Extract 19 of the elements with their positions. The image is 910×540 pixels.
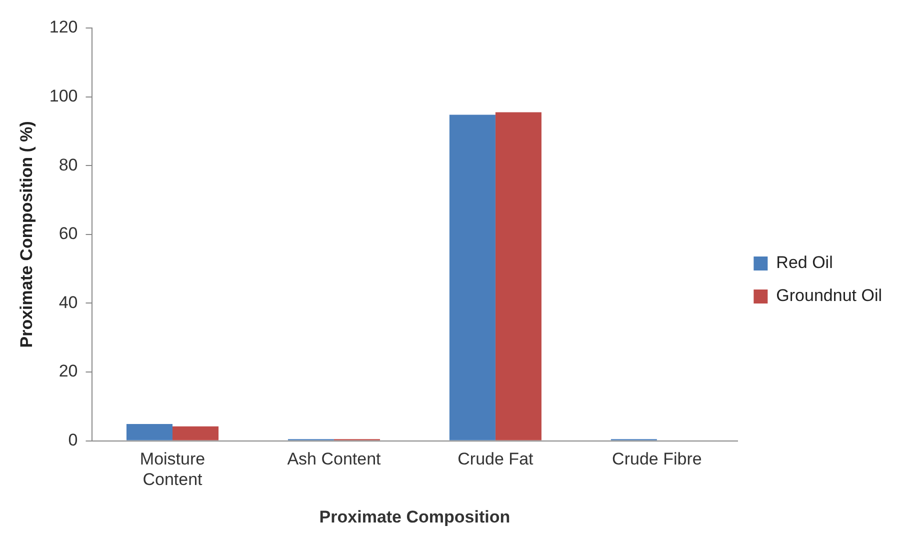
- legend-label: Red Oil: [776, 253, 833, 272]
- y-tick-label: 80: [58, 155, 78, 174]
- x-tick-label: Crude Fibre: [612, 450, 702, 469]
- bar: [126, 424, 172, 440]
- bar: [172, 426, 219, 440]
- bar: [495, 112, 542, 440]
- x-tick-label: Ash Content: [287, 450, 382, 469]
- y-tick-label: 100: [49, 86, 78, 106]
- x-axis-title: Proximate Composition: [319, 507, 510, 526]
- y-tick-label: 20: [58, 362, 78, 381]
- legend-label: Groundnut Oil: [776, 286, 882, 306]
- y-tick-label: 40: [58, 292, 78, 312]
- x-tick-label: Moisture Content: [140, 450, 206, 490]
- y-tick-label: 60: [58, 224, 78, 244]
- y-tick-label: 120: [49, 18, 78, 37]
- y-tick-label: 0: [68, 430, 78, 450]
- y-axis-title: Proximate Composition ( %): [16, 121, 36, 348]
- x-tick-label: Crude Fat: [458, 450, 534, 469]
- bar: [449, 114, 496, 440]
